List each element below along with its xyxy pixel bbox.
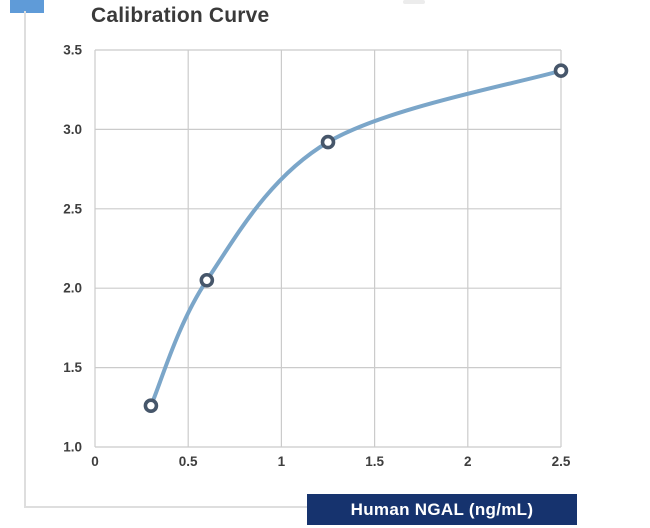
data-point-marker [143,398,159,414]
data-point-marker [199,272,215,288]
x-tick-label: 1.5 [365,454,384,469]
accent-square [10,0,44,13]
x-axis-label: Human NGAL (ng/mL) [350,499,534,519]
y-tick-label: 1.0 [63,440,82,455]
y-tick-label: 3.0 [63,122,82,137]
y-tick-label: 3.5 [63,43,82,58]
x-tick-label: 1 [278,454,286,469]
x-tick-label: 0 [91,454,99,469]
card-border-bottom [24,506,577,508]
data-point-marker [553,63,569,78]
chart-title: Calibration Curve [91,4,270,27]
x-tick-label: 2.5 [552,454,571,469]
cropped-text-remnant [403,0,425,4]
data-point-marker [320,134,336,150]
y-tick-label: 1.5 [63,360,82,375]
y-tick-label: 2.5 [63,201,82,216]
x-tick-label: 0.5 [179,454,198,469]
y-tick-label: 2.0 [63,281,82,296]
card-border-left [24,11,26,507]
x-tick-label: 2 [464,454,472,469]
x-axis-label-box: Human NGAL (ng/mL) [307,494,577,525]
calibration-curve-line [148,68,563,408]
